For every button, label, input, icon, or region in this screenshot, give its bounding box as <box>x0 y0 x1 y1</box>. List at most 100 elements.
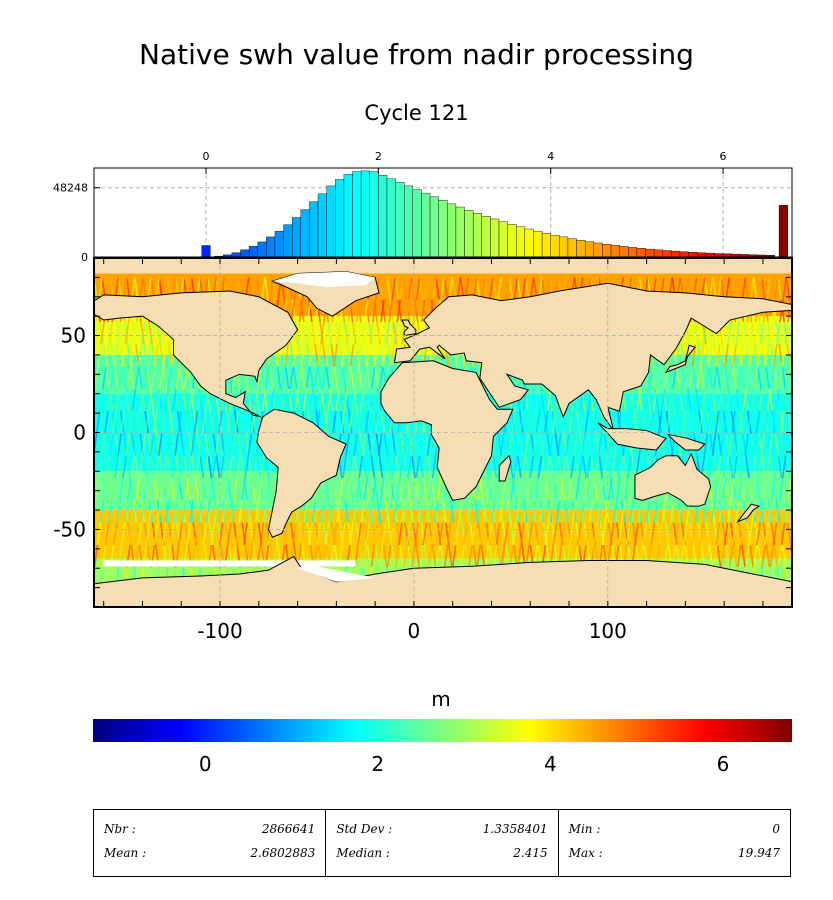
ground-track <box>783 388 788 412</box>
ground-track <box>460 544 465 568</box>
ground-track <box>565 455 571 479</box>
ground-track <box>190 433 196 456</box>
ground-track <box>223 433 228 456</box>
ground-track <box>650 522 656 546</box>
ground-track <box>375 388 381 412</box>
ground-track <box>368 500 374 523</box>
ground-track <box>402 277 408 300</box>
ground-track <box>199 455 205 479</box>
ground-track <box>365 299 370 323</box>
ground-track <box>166 433 171 456</box>
ground-track <box>644 388 650 412</box>
nbr-label: Nbr : <box>104 822 136 836</box>
ground-track <box>727 321 732 345</box>
ground-track <box>225 477 230 501</box>
ground-track <box>354 366 360 389</box>
histogram-bar <box>201 245 211 258</box>
ground-track <box>140 500 146 523</box>
ground-track <box>399 277 405 300</box>
colorbar-label: m <box>431 687 450 711</box>
ground-track <box>364 411 370 434</box>
ground-track <box>113 344 119 367</box>
ground-track <box>281 366 286 389</box>
ground-track <box>735 321 741 345</box>
ground-track <box>101 544 107 568</box>
ground-track <box>372 299 377 323</box>
ground-track <box>260 455 266 479</box>
histogram-bar <box>447 203 457 258</box>
ground-track <box>128 411 134 434</box>
ground-track <box>759 321 765 345</box>
ground-track <box>201 411 207 434</box>
ground-track <box>404 299 410 323</box>
ground-track <box>824 433 827 455</box>
ground-track <box>653 500 659 523</box>
ground-track <box>388 299 393 323</box>
ground-track <box>415 455 421 479</box>
ground-track <box>558 477 564 501</box>
ground-track <box>477 477 483 501</box>
ground-track <box>596 500 602 523</box>
ground-track <box>707 344 713 367</box>
ground-track <box>498 500 504 523</box>
histogram-bar <box>455 206 465 258</box>
ground-track <box>382 544 388 568</box>
histogram-x-tick-label: 4 <box>547 150 554 163</box>
ground-track <box>70 545 73 567</box>
ground-track <box>382 344 387 367</box>
ground-track <box>66 456 69 478</box>
ground-track <box>753 366 759 389</box>
ground-track <box>104 411 109 434</box>
ground-track <box>810 389 813 411</box>
histogram-bar <box>481 216 491 258</box>
ground-track <box>203 455 209 479</box>
ground-track <box>130 366 135 389</box>
ground-track <box>226 522 232 546</box>
ground-track <box>392 500 398 523</box>
colorbar: m 0 2 4 6 <box>93 687 792 776</box>
ground-track <box>529 277 535 300</box>
ground-track <box>588 500 594 523</box>
ground-track <box>771 411 777 434</box>
ground-track <box>715 522 721 546</box>
ground-track <box>712 366 718 389</box>
ground-track <box>758 388 764 412</box>
ground-track <box>583 477 589 501</box>
ground-track <box>257 477 263 501</box>
ground-track <box>497 277 502 300</box>
histogram-bar <box>490 218 500 258</box>
ground-track <box>158 455 164 479</box>
ground-track <box>313 366 319 389</box>
ground-track <box>666 522 672 546</box>
ground-track <box>214 433 220 456</box>
ground-track <box>508 277 514 300</box>
ground-track <box>139 388 145 412</box>
ground-track <box>584 411 590 434</box>
ground-track <box>479 522 485 546</box>
ground-track <box>356 299 362 323</box>
ground-track <box>145 344 151 367</box>
ground-track <box>580 500 585 523</box>
histogram-bar <box>662 250 672 258</box>
histogram-bar <box>584 241 595 258</box>
ground-track <box>777 455 783 479</box>
chart-subtitle: Cycle 121 <box>364 101 469 125</box>
ground-track <box>391 544 396 568</box>
ground-track <box>175 366 181 389</box>
ground-track <box>726 500 732 523</box>
ground-track <box>97 455 103 479</box>
histogram-bar <box>300 209 310 258</box>
ground-track <box>173 500 178 523</box>
ground-track <box>743 321 749 345</box>
ground-track <box>105 344 110 367</box>
ground-track <box>740 522 745 546</box>
ground-track <box>749 544 755 568</box>
ground-track <box>503 522 509 546</box>
ground-track <box>348 411 354 434</box>
ground-track <box>207 455 213 479</box>
ground-track <box>446 522 452 546</box>
ground-track <box>142 277 147 300</box>
ground-track <box>71 478 74 500</box>
ground-track <box>297 366 303 389</box>
stats-column-range: Min : 0 Max : 19.947 <box>559 810 790 876</box>
